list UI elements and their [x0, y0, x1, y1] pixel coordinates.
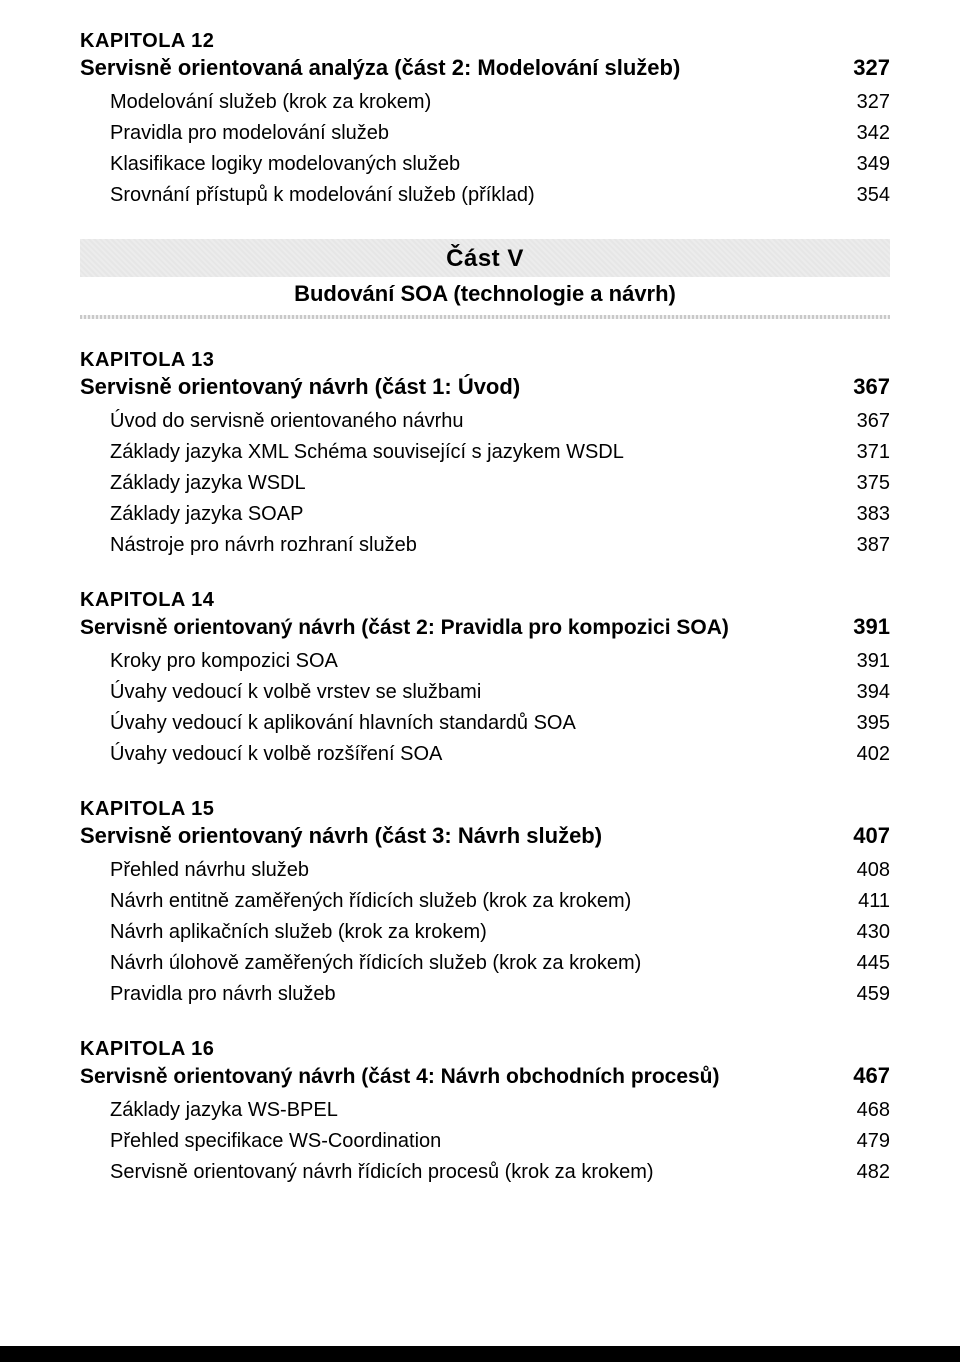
chapter-block: KAPITOLA 13 Servisně orientovaný návrh (… — [80, 349, 890, 561]
part-header: Část V — [80, 239, 890, 277]
chapter-page: 467 — [853, 1063, 890, 1089]
toc-item-page: 479 — [830, 1126, 890, 1157]
toc-item: Základy jazyka SOAP 383 — [80, 499, 890, 530]
chapter-label: KAPITOLA 15 — [80, 798, 890, 821]
toc-item-label: Kroky pro kompozici SOA — [110, 646, 830, 677]
chapter-block: KAPITOLA 16 Servisně orientovaný návrh (… — [80, 1038, 890, 1188]
toc-page: KAPITOLA 12 Servisně orientovaná analýza… — [0, 0, 960, 1362]
toc-item-page: 394 — [830, 677, 890, 708]
chapter-title-row: Servisně orientovaný návrh (část 4: Návr… — [80, 1063, 890, 1089]
toc-item-label: Servisně orientovaný návrh řídicích proc… — [110, 1157, 830, 1188]
toc-item: Úvahy vedoucí k aplikování hlavních stan… — [80, 708, 890, 739]
toc-item-page: 327 — [830, 87, 890, 118]
chapter-label: KAPITOLA 13 — [80, 349, 890, 372]
toc-item: Základy jazyka WS-BPEL 468 — [80, 1095, 890, 1126]
toc-item-label: Klasifikace logiky modelovaných služeb — [110, 149, 830, 180]
toc-item-label: Návrh aplikačních služeb (krok za krokem… — [110, 917, 830, 948]
part-underline — [80, 315, 890, 319]
toc-item: Základy jazyka WSDL 375 — [80, 468, 890, 499]
toc-item: Pravidla pro modelování služeb 342 — [80, 118, 890, 149]
toc-item: Srovnání přístupů k modelování služeb (p… — [80, 180, 890, 211]
toc-item-page: 411 — [830, 886, 890, 917]
chapter-title-row: Servisně orientovaný návrh (část 2: Prav… — [80, 614, 890, 640]
toc-item: Návrh entitně zaměřených řídicích služeb… — [80, 886, 890, 917]
chapter-page: 407 — [853, 823, 890, 849]
toc-item-label: Úvod do servisně orientovaného návrhu — [110, 406, 830, 437]
toc-item-page: 375 — [830, 468, 890, 499]
toc-item: Přehled návrhu služeb 408 — [80, 855, 890, 886]
toc-item-page: 468 — [830, 1095, 890, 1126]
chapter-block: KAPITOLA 14 Servisně orientovaný návrh (… — [80, 589, 890, 770]
toc-item-page: 430 — [830, 917, 890, 948]
chapter-page: 391 — [853, 614, 890, 640]
toc-item-page: 371 — [830, 437, 890, 468]
toc-item-label: Pravidla pro modelování služeb — [110, 118, 830, 149]
toc-item: Základy jazyka XML Schéma související s … — [80, 437, 890, 468]
chapter-title: Servisně orientovaný návrh (část 2: Prav… — [80, 616, 853, 640]
toc-item-page: 387 — [830, 530, 890, 561]
bottom-black-bar — [0, 1346, 960, 1362]
toc-item-label: Nástroje pro návrh rozhraní služeb — [110, 530, 830, 561]
chapter-block: KAPITOLA 15 Servisně orientovaný návrh (… — [80, 798, 890, 1010]
toc-item: Nástroje pro návrh rozhraní služeb 387 — [80, 530, 890, 561]
toc-item-label: Základy jazyka WS-BPEL — [110, 1095, 830, 1126]
toc-item-page: 342 — [830, 118, 890, 149]
toc-item-label: Základy jazyka SOAP — [110, 499, 830, 530]
chapter-label: KAPITOLA 16 — [80, 1038, 890, 1061]
toc-item-page: 395 — [830, 708, 890, 739]
toc-item: Pravidla pro návrh služeb 459 — [80, 979, 890, 1010]
toc-item-page: 383 — [830, 499, 890, 530]
toc-item-page: 445 — [830, 948, 890, 979]
toc-item-label: Srovnání přístupů k modelování služeb (p… — [110, 180, 830, 211]
toc-item-page: 354 — [830, 180, 890, 211]
toc-item: Úvod do servisně orientovaného návrhu 36… — [80, 406, 890, 437]
chapter-title: Servisně orientovaná analýza (část 2: Mo… — [80, 55, 853, 81]
toc-item: Klasifikace logiky modelovaných služeb 3… — [80, 149, 890, 180]
chapter-title: Servisně orientovaný návrh (část 3: Návr… — [80, 823, 853, 849]
toc-item-page: 391 — [830, 646, 890, 677]
chapter-block: KAPITOLA 12 Servisně orientovaná analýza… — [80, 30, 890, 211]
chapter-label: KAPITOLA 12 — [80, 30, 890, 53]
toc-item: Návrh úlohově zaměřených řídicích služeb… — [80, 948, 890, 979]
toc-item-page: 402 — [830, 739, 890, 770]
toc-item: Servisně orientovaný návrh řídicích proc… — [80, 1157, 890, 1188]
chapter-page: 367 — [853, 374, 890, 400]
chapter-title-row: Servisně orientovaný návrh (část 1: Úvod… — [80, 374, 890, 400]
toc-item-page: 408 — [830, 855, 890, 886]
toc-item: Kroky pro kompozici SOA 391 — [80, 646, 890, 677]
chapter-page: 327 — [853, 55, 890, 81]
toc-item-label: Modelování služeb (krok za krokem) — [110, 87, 830, 118]
toc-item-page: 482 — [830, 1157, 890, 1188]
toc-item-label: Přehled návrhu služeb — [110, 855, 830, 886]
chapter-title-row: Servisně orientovaná analýza (část 2: Mo… — [80, 55, 890, 81]
toc-item-page: 349 — [830, 149, 890, 180]
toc-item-label: Návrh úlohově zaměřených řídicích služeb… — [110, 948, 830, 979]
toc-item-label: Úvahy vedoucí k volbě rozšíření SOA — [110, 739, 830, 770]
toc-item: Úvahy vedoucí k volbě rozšíření SOA 402 — [80, 739, 890, 770]
chapter-title: Servisně orientovaný návrh (část 1: Úvod… — [80, 374, 853, 400]
toc-item: Návrh aplikačních služeb (krok za krokem… — [80, 917, 890, 948]
toc-item-page: 367 — [830, 406, 890, 437]
toc-item: Modelování služeb (krok za krokem) 327 — [80, 87, 890, 118]
toc-item: Úvahy vedoucí k volbě vrstev se službami… — [80, 677, 890, 708]
part-banner: Část V Budování SOA (technologie a návrh… — [80, 239, 890, 319]
toc-item-label: Přehled specifikace WS-Coordination — [110, 1126, 830, 1157]
toc-item-label: Pravidla pro návrh služeb — [110, 979, 830, 1010]
toc-item-label: Úvahy vedoucí k volbě vrstev se službami — [110, 677, 830, 708]
chapter-title-row: Servisně orientovaný návrh (část 3: Návr… — [80, 823, 890, 849]
toc-item-label: Úvahy vedoucí k aplikování hlavních stan… — [110, 708, 830, 739]
toc-item-label: Základy jazyka XML Schéma související s … — [110, 437, 830, 468]
part-subtitle: Budování SOA (technologie a návrh) — [80, 277, 890, 313]
chapter-title: Servisně orientovaný návrh (část 4: Návr… — [80, 1065, 853, 1089]
toc-item-label: Návrh entitně zaměřených řídicích služeb… — [110, 886, 830, 917]
toc-item-page: 459 — [830, 979, 890, 1010]
toc-item-label: Základy jazyka WSDL — [110, 468, 830, 499]
chapter-label: KAPITOLA 14 — [80, 589, 890, 612]
toc-item: Přehled specifikace WS-Coordination 479 — [80, 1126, 890, 1157]
